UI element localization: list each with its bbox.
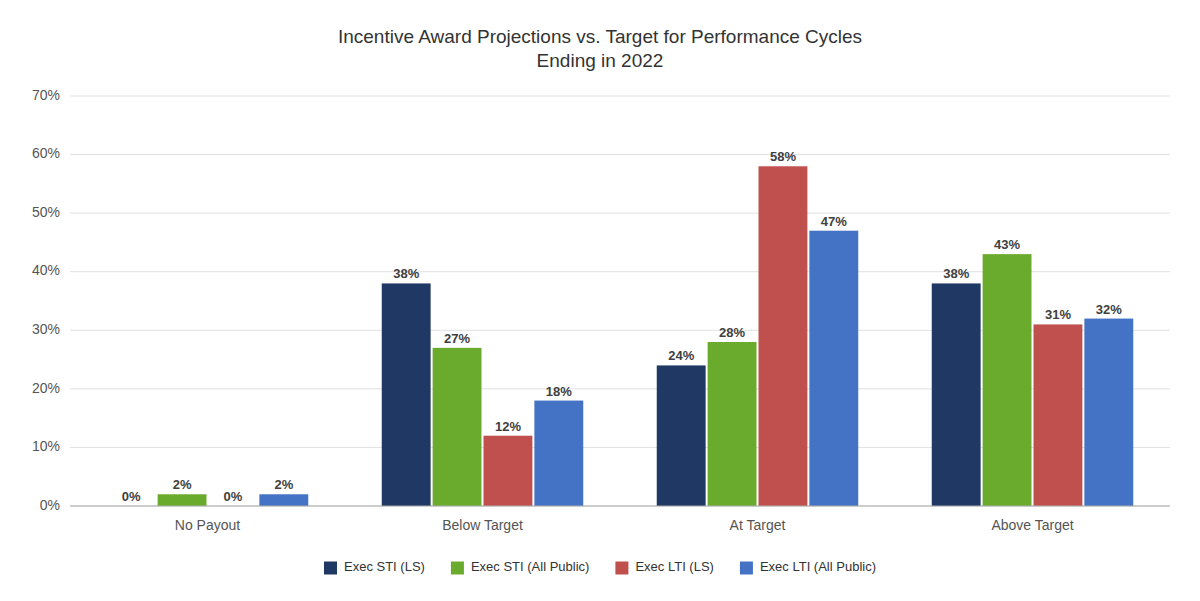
title-line: Ending in 2022 xyxy=(537,50,664,71)
y-tick-label: 30% xyxy=(32,321,60,337)
bars xyxy=(158,166,1134,506)
x-axis: No Payout Below Target At Target Above Targ… xyxy=(70,506,1170,533)
bar xyxy=(759,166,808,506)
legend-swatch xyxy=(740,562,753,575)
bar xyxy=(382,283,431,506)
data-label: 0% xyxy=(224,489,243,504)
data-label: 47% xyxy=(821,214,847,229)
y-tick-label: 10% xyxy=(32,438,60,454)
bar xyxy=(1034,324,1083,506)
data-label: 24% xyxy=(668,348,694,363)
x-tick-label: Above Target xyxy=(991,517,1073,533)
y-axis: 0% 10% 20% 30% 40% 50% 60% 70% xyxy=(32,87,60,513)
data-label: 32% xyxy=(1096,302,1122,317)
grid xyxy=(70,96,1170,506)
bar xyxy=(534,401,583,506)
data-label: 58% xyxy=(770,149,796,164)
title: Incentive Award Projections vs. Target f… xyxy=(338,26,862,71)
data-label: 38% xyxy=(393,266,419,281)
data-label: 0% xyxy=(122,489,141,504)
x-tick-label: Below Target xyxy=(442,517,523,533)
bar xyxy=(809,231,858,506)
grid-line xyxy=(70,96,1170,97)
legend-label: Exec LTI (LS) xyxy=(635,559,714,574)
bar xyxy=(433,348,482,506)
y-tick-label: 60% xyxy=(32,145,60,161)
data-label: 38% xyxy=(943,266,969,281)
bar xyxy=(158,494,207,506)
bar xyxy=(484,436,533,506)
y-tick-label: 20% xyxy=(32,380,60,396)
data-label: 28% xyxy=(719,325,745,340)
data-label: 27% xyxy=(444,331,470,346)
legend-label: Exec STI (LS) xyxy=(344,559,425,574)
data-label: 2% xyxy=(274,477,293,492)
legend-label: Exec STI (All Public) xyxy=(471,559,589,574)
bar xyxy=(983,254,1032,506)
legend-swatch xyxy=(615,562,628,575)
y-tick-label: 40% xyxy=(32,262,60,278)
grid-line xyxy=(70,154,1170,155)
y-tick-label: 0% xyxy=(40,497,60,513)
data-label: 2% xyxy=(173,477,192,492)
bar xyxy=(932,283,981,506)
legend-item: Exec STI (LS) xyxy=(324,559,425,574)
data-labels: 0% 38% 24% 38% 2% 27% 28% 43% 0% 12% 58% 31% 2% 18% 47… xyxy=(122,149,1122,504)
title-line: Incentive Award Projections vs. Target f… xyxy=(338,26,862,47)
x-tick-label: At Target xyxy=(730,517,786,533)
y-tick-label: 70% xyxy=(32,87,60,103)
data-label: 43% xyxy=(994,237,1020,252)
legend: Exec STI (LS) Exec STI (All Public) Exec L… xyxy=(324,559,876,574)
legend-swatch xyxy=(451,562,464,575)
grid-line xyxy=(70,506,1170,507)
bar xyxy=(259,494,308,506)
data-label: 31% xyxy=(1045,307,1071,322)
bar xyxy=(657,365,706,506)
grid-line xyxy=(70,213,1170,214)
chart: Incentive Award Projections vs. Target f… xyxy=(0,0,1200,601)
data-label: 12% xyxy=(495,419,521,434)
x-axis-line xyxy=(70,506,1170,507)
bar xyxy=(1084,319,1133,506)
legend-item: Exec LTI (All Public) xyxy=(740,559,876,574)
x-tick-label: No Payout xyxy=(175,517,240,533)
legend-label: Exec LTI (All Public) xyxy=(760,559,876,574)
legend-item: Exec STI (All Public) xyxy=(451,559,589,574)
legend-item: Exec LTI (LS) xyxy=(615,559,714,574)
data-label: 18% xyxy=(546,384,572,399)
bar xyxy=(708,342,757,506)
y-tick-label: 50% xyxy=(32,204,60,220)
legend-swatch xyxy=(324,562,337,575)
